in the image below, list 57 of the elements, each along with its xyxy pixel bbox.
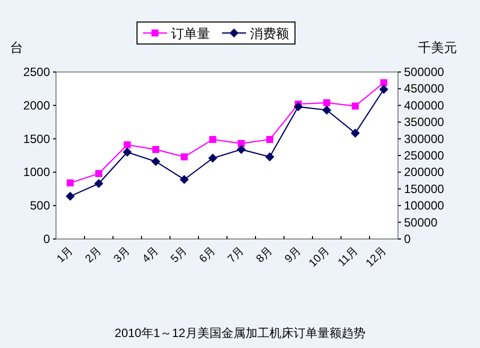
point bbox=[238, 140, 245, 147]
y-tick-label: 2000 bbox=[23, 98, 50, 112]
y-axis-title: 台 bbox=[10, 40, 23, 55]
x-tick-label: 9月 bbox=[282, 244, 304, 266]
point bbox=[66, 179, 74, 186]
point bbox=[265, 152, 274, 162]
y-tick-label: 1500 bbox=[23, 132, 50, 146]
point bbox=[350, 128, 360, 138]
y2-tick-label: 200000 bbox=[404, 165, 444, 180]
x-tick-label: 3月 bbox=[112, 244, 132, 266]
y2-tick-label: 500000 bbox=[404, 65, 444, 79]
point bbox=[379, 84, 388, 94]
y2-tick-label: 400000 bbox=[404, 98, 444, 112]
x-tick-label: 6月 bbox=[197, 244, 218, 266]
point bbox=[122, 148, 132, 157]
y2-tick-label: 350000 bbox=[404, 115, 444, 130]
x-tick-label: 12月 bbox=[364, 244, 389, 270]
x-tick-label: 1月 bbox=[54, 244, 76, 266]
point bbox=[180, 153, 188, 160]
y-tick-label: 0 bbox=[43, 232, 50, 246]
text: 2010年1～12月美国金属加工机床订单量额趋势 bbox=[114, 326, 366, 340]
y2-tick-label: 250000 bbox=[404, 148, 444, 162]
y2-tick-label: 100000 bbox=[404, 198, 444, 213]
y-tick-label: 2500 bbox=[23, 65, 50, 79]
point bbox=[151, 157, 160, 166]
point bbox=[94, 179, 104, 188]
legend-label: 消费额 bbox=[250, 26, 289, 41]
point bbox=[208, 154, 218, 163]
x-tick-label: 10月 bbox=[306, 244, 332, 270]
point bbox=[266, 136, 274, 143]
y-tick-label: 500 bbox=[30, 198, 50, 213]
point bbox=[352, 102, 359, 110]
point bbox=[95, 170, 102, 178]
x-tick-label: 8月 bbox=[254, 244, 275, 266]
y2-tick-label: 300000 bbox=[404, 132, 444, 146]
x-tick-label: 11月 bbox=[336, 244, 360, 269]
point bbox=[380, 79, 388, 86]
point bbox=[180, 175, 189, 184]
point bbox=[66, 192, 75, 201]
x-tick-label: 7月 bbox=[226, 244, 246, 266]
y2-tick-label: 50000 bbox=[404, 215, 438, 230]
point bbox=[294, 102, 303, 112]
y2-axis-title: 千美元 bbox=[418, 40, 457, 55]
point bbox=[323, 99, 330, 106]
point bbox=[322, 106, 332, 115]
y2-tick-label: 150000 bbox=[404, 182, 444, 196]
point bbox=[124, 141, 131, 148]
legend-label: 订单量 bbox=[171, 26, 210, 41]
point bbox=[209, 136, 216, 143]
y2-tick-label: 0 bbox=[404, 232, 411, 246]
y2-tick-label: 450000 bbox=[404, 82, 444, 96]
x-tick-label: 5月 bbox=[168, 244, 190, 266]
x-tick-label: 4月 bbox=[140, 244, 161, 266]
y-tick-label: 1000 bbox=[23, 165, 50, 180]
point bbox=[152, 146, 160, 153]
x-tick-label: 2月 bbox=[83, 244, 104, 266]
point bbox=[236, 144, 246, 154]
